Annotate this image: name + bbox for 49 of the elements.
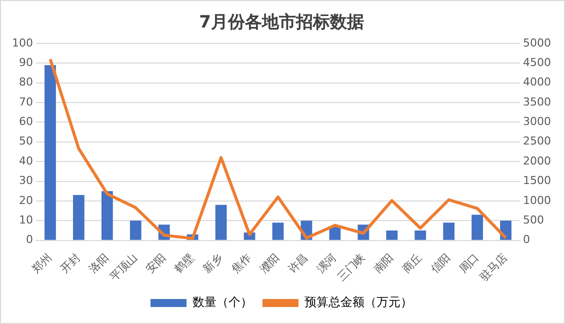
y-tick-label: 10 (18, 214, 33, 226)
y2-tick-label: 1500 (523, 174, 552, 188)
y2-tick-label: 2000 (523, 154, 552, 168)
x-tick-label: 商丘 (400, 250, 424, 276)
y-tick-label: 50 (18, 134, 33, 148)
x-tick-label: 信阳 (428, 250, 453, 276)
bar (386, 230, 398, 240)
x-tick-label: 平顶山 (107, 250, 140, 284)
y2-tick-label: 5000 (523, 36, 552, 50)
x-tick-label: 驻马店 (477, 250, 510, 284)
bar (101, 191, 113, 240)
x-tick-label: 南阳 (371, 250, 396, 276)
bar (130, 220, 142, 240)
x-tick-label: 新乡 (200, 250, 226, 276)
y2-tick-label: 2500 (523, 134, 552, 148)
y-tick-label: 0 (26, 233, 33, 246)
y-tick-label: 70 (18, 95, 33, 108)
bar (414, 230, 426, 240)
x-tick-label: 郑州 (30, 250, 54, 276)
x-tick-label: 鹤壁 (172, 250, 197, 276)
x-tick-label: 三门峡 (335, 250, 368, 284)
y2-tick-label: 3000 (523, 115, 552, 128)
x-tick-label: 安阳 (144, 250, 168, 276)
bar (73, 195, 84, 240)
bar (443, 222, 455, 240)
y-tick-label: 30 (18, 174, 33, 188)
y-tick-label: 40 (18, 154, 33, 168)
x-tick-label: 开封 (58, 250, 83, 276)
y-tick-label: 90 (18, 56, 33, 69)
y2-tick-label: 1000 (523, 194, 552, 207)
bar (215, 204, 227, 240)
y-tick-label: 60 (18, 115, 33, 128)
x-tick-label: 濮阳 (257, 250, 282, 276)
y2-tick-label: 4000 (523, 76, 552, 89)
bar (272, 222, 284, 240)
y-tick-label: 80 (18, 76, 33, 89)
y2-tick-label: 4500 (523, 56, 552, 69)
bar (44, 65, 56, 240)
legend-label: 预算总金额（万元） (304, 295, 412, 310)
bar (472, 214, 483, 240)
y2-tick-label: 0 (523, 233, 530, 246)
y-tick-label: 100 (12, 36, 33, 50)
y2-tick-label: 500 (523, 214, 544, 226)
chart-title: 7月份各地市招标数据 (199, 12, 364, 33)
x-tick-label: 焦作 (228, 250, 254, 276)
legend-label: 数量（个） (192, 295, 252, 310)
y-tick-label: 20 (18, 194, 33, 207)
y2-tick-label: 3500 (523, 95, 552, 108)
x-tick-label: 许昌 (286, 250, 311, 276)
